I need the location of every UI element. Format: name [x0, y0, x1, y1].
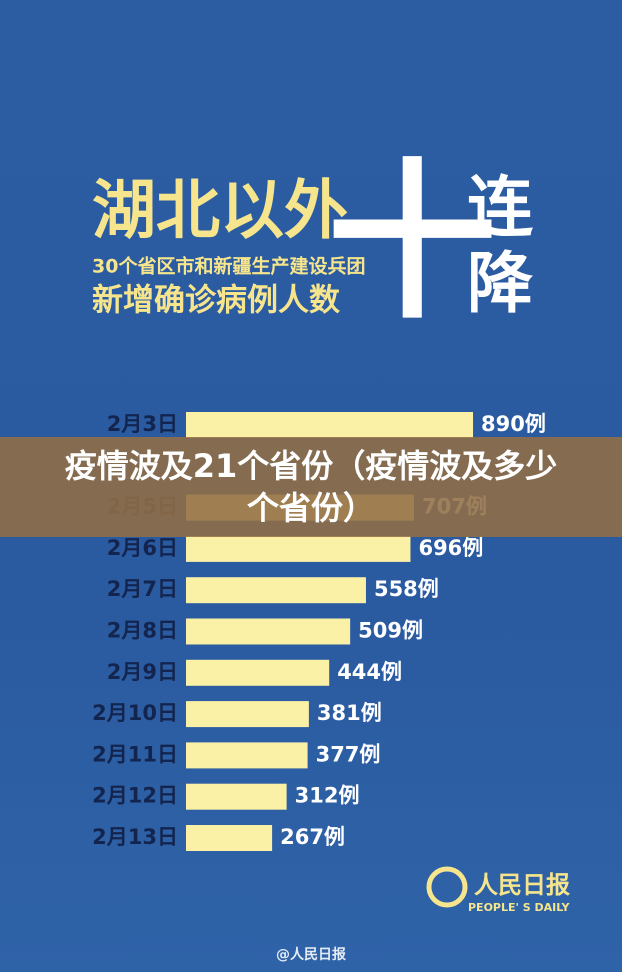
- bar: [186, 412, 474, 438]
- side-char: 连: [467, 169, 533, 246]
- value-label: 696例: [418, 536, 483, 560]
- category-label: 2月7日: [107, 577, 178, 601]
- category-label: 2月9日: [107, 660, 178, 684]
- bar: [186, 659, 330, 686]
- value-label: 509例: [358, 619, 423, 643]
- category-label: 2月8日: [107, 619, 178, 643]
- value-label: 377例: [316, 742, 381, 766]
- logo-icon: [426, 866, 468, 908]
- bar: [186, 535, 411, 562]
- footer: @人民日报: [276, 946, 346, 963]
- value-label: 890例: [481, 412, 546, 436]
- category-label: 2月12日: [92, 784, 178, 808]
- bar: [186, 825, 273, 851]
- banner: 疫情波及21个省份（疫情波及多少个省份）: [0, 437, 622, 537]
- value-label: 267例: [280, 825, 345, 849]
- bar: [186, 701, 309, 728]
- bar: [186, 577, 366, 604]
- value-label: 312例: [295, 784, 360, 808]
- bar: [186, 742, 308, 769]
- category-label: 2月3日: [107, 412, 178, 436]
- banner-text: 疫情波及21个省份（疫情波及多少个省份）: [64, 447, 558, 527]
- value-label: 381例: [317, 701, 382, 725]
- value-label: 444例: [337, 660, 402, 684]
- category-label: 2月11日: [92, 742, 178, 766]
- big-char: 十: [327, 144, 497, 342]
- side-char: 降: [467, 245, 533, 322]
- category-label: 2月13日: [92, 825, 178, 849]
- value-label: 558例: [374, 577, 439, 601]
- category-label: 2月6日: [107, 536, 178, 560]
- logo-name: 人民日报: [474, 871, 570, 899]
- bar: [186, 783, 287, 810]
- bar: [186, 618, 351, 645]
- subtitle: 新增确诊病例人数: [92, 283, 340, 319]
- category-label: 2月10日: [92, 701, 178, 725]
- logo-english: PEOPLE' S DAILY: [468, 901, 570, 914]
- subtitle: 30个省区市和新疆生产建设兵团: [92, 255, 365, 278]
- title: 湖北以外: [92, 175, 348, 249]
